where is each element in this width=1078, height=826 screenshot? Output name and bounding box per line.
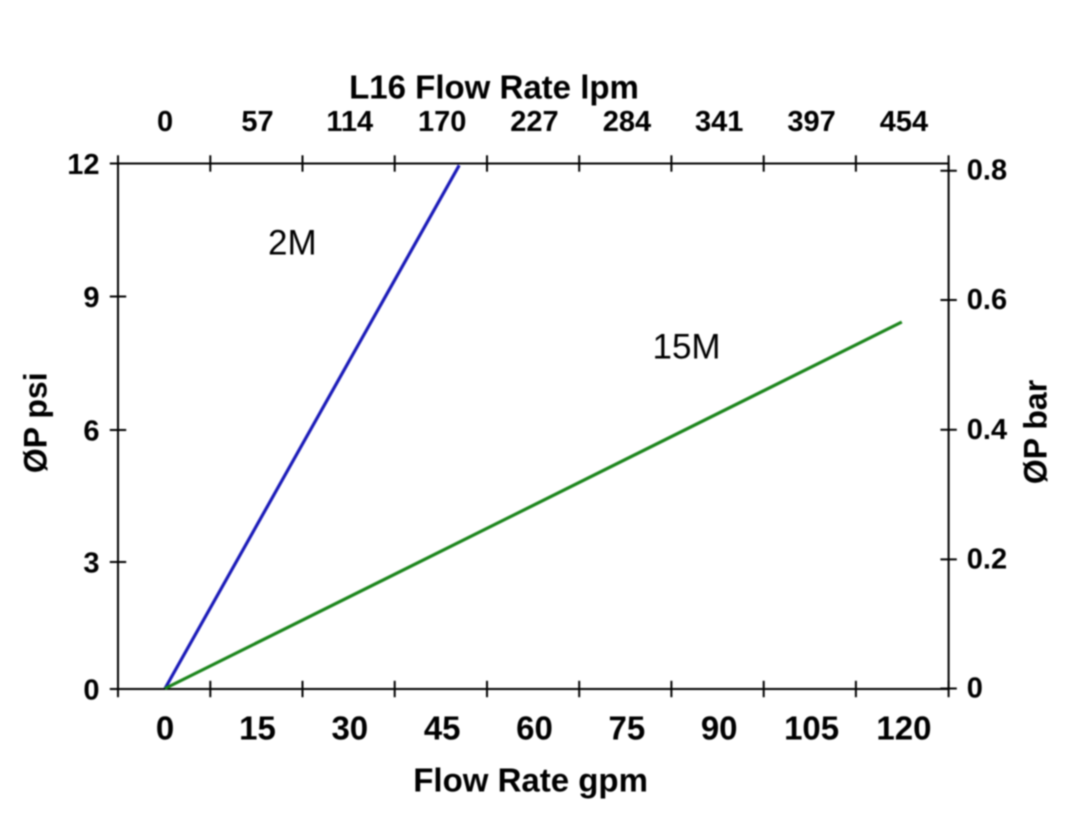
svg-text:0.8: 0.8 [967, 155, 1007, 187]
svg-text:6: 6 [83, 416, 99, 448]
svg-text:12: 12 [67, 149, 99, 181]
svg-text:3: 3 [83, 548, 99, 580]
svg-text:120: 120 [876, 710, 931, 747]
svg-text:75: 75 [609, 710, 646, 747]
svg-text:0.4: 0.4 [967, 414, 1007, 446]
svg-text:114: 114 [326, 106, 373, 138]
svg-text:227: 227 [510, 106, 558, 138]
svg-text:90: 90 [701, 710, 738, 747]
svg-text:L16 Flow Rate lpm: L16 Flow Rate lpm [349, 68, 639, 105]
svg-text:0: 0 [156, 710, 174, 747]
svg-text:2M: 2M [268, 224, 317, 263]
svg-text:60: 60 [516, 710, 553, 747]
svg-text:Flow Rate gpm: Flow Rate gpm [413, 762, 648, 799]
svg-text:ØP psi: ØP psi [17, 372, 53, 473]
svg-text:0: 0 [83, 675, 99, 707]
svg-text:9: 9 [83, 282, 99, 314]
svg-text:30: 30 [331, 710, 368, 747]
svg-text:0.6: 0.6 [967, 284, 1007, 316]
svg-text:45: 45 [424, 710, 461, 747]
svg-text:284: 284 [603, 106, 651, 138]
svg-text:15M: 15M [653, 328, 721, 367]
svg-text:0.2: 0.2 [967, 543, 1007, 575]
svg-text:397: 397 [787, 106, 835, 138]
svg-text:0: 0 [967, 673, 983, 705]
svg-text:341: 341 [695, 106, 743, 138]
svg-text:0: 0 [157, 106, 173, 138]
svg-text:15: 15 [239, 710, 276, 747]
svg-text:170: 170 [418, 106, 466, 138]
svg-text:57: 57 [241, 106, 273, 138]
svg-text:105: 105 [784, 710, 839, 747]
svg-text:ØP bar: ØP bar [1018, 380, 1054, 484]
svg-text:454: 454 [880, 106, 928, 138]
